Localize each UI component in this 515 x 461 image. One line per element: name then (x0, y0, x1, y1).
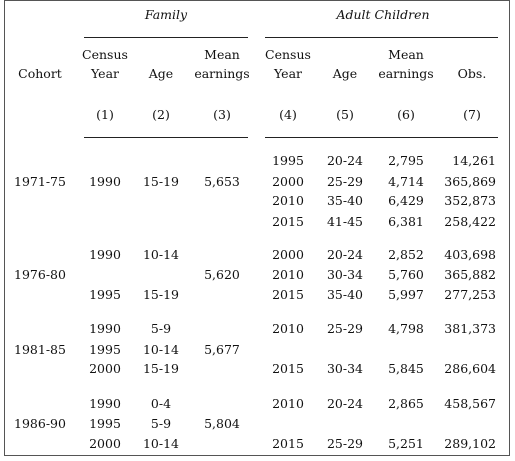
adult-year: 2015 (272, 361, 304, 376)
adult-obs: 365,882 (444, 267, 496, 282)
header-census-year-2: Year (274, 66, 302, 81)
family-year: 1995 (89, 287, 121, 302)
col-number: (7) (463, 107, 481, 122)
col-number: (4) (279, 107, 297, 122)
header-cohort: Cohort (18, 66, 62, 81)
rule-adult-children (265, 37, 498, 38)
family-mean-earnings: 5,653 (204, 174, 240, 189)
header-census-year-1: Census (265, 47, 311, 62)
adult-age: 41-45 (326, 214, 364, 229)
adult-obs: 403,698 (444, 247, 496, 262)
header-mean-earnings-1: Mean (388, 47, 424, 62)
family-mean-earnings: 5,620 (204, 267, 240, 282)
family-year: 2000 (89, 436, 121, 451)
adult-obs: 352,873 (444, 193, 496, 208)
family-age: 10-14 (142, 342, 180, 357)
col-number: (3) (213, 107, 231, 122)
adult-age: 25-29 (326, 174, 364, 189)
family-year: 1990 (89, 396, 121, 411)
adult-age: 30-34 (326, 361, 364, 376)
adult-year: 2010 (272, 396, 304, 411)
header-age: Age (332, 66, 358, 81)
adult-year: 2015 (272, 287, 304, 302)
family-mean-earnings: 5,677 (204, 342, 240, 357)
adult-mean-earnings: 5,997 (388, 287, 424, 302)
family-year: 1990 (89, 247, 121, 262)
adult-year: 2010 (272, 267, 304, 282)
header-age: Age (148, 66, 174, 81)
family-age: 15-19 (142, 361, 180, 376)
adult-mean-earnings: 4,714 (388, 174, 424, 189)
adult-year: 2010 (272, 193, 304, 208)
adult-mean-earnings: 6,429 (388, 193, 424, 208)
col-number: (6) (397, 107, 415, 122)
adult-year: 2015 (272, 214, 304, 229)
cohort-label: 1981-85 (14, 342, 66, 357)
rule-header-family (84, 137, 248, 138)
adult-age: 35-40 (326, 287, 364, 302)
family-year: 1995 (89, 342, 121, 357)
col-number: (1) (96, 107, 114, 122)
header-census-year-2: Year (91, 66, 119, 81)
col-number: (2) (152, 107, 170, 122)
adult-year: 1995 (272, 153, 304, 168)
adult-obs: 458,567 (444, 396, 496, 411)
family-year: 1990 (89, 174, 121, 189)
family-mean-earnings: 5,804 (204, 416, 240, 431)
adult-age: 25-29 (326, 321, 364, 336)
family-age: 10-14 (142, 247, 180, 262)
header-census-year-1: Census (82, 47, 128, 62)
header-mean-earnings-1: Mean (204, 47, 240, 62)
adult-obs: 277,253 (444, 287, 496, 302)
adult-year: 2000 (272, 174, 304, 189)
adult-mean-earnings: 2,795 (388, 153, 424, 168)
adult-year: 2010 (272, 321, 304, 336)
adult-obs: 289,102 (444, 436, 496, 451)
adult-obs: 14,261 (452, 153, 496, 168)
adult-age: 35-40 (326, 193, 364, 208)
adult-age: 20-24 (326, 396, 364, 411)
cohort-label: 1986-90 (14, 416, 66, 431)
adult-age: 20-24 (326, 153, 364, 168)
adult-mean-earnings: 4,798 (388, 321, 424, 336)
adult-mean-earnings: 5,845 (388, 361, 424, 376)
family-year: 2000 (89, 361, 121, 376)
header-obs: Obs. (457, 66, 487, 81)
header-mean-earnings-2: earnings (378, 66, 434, 81)
adult-mean-earnings: 2,852 (388, 247, 424, 262)
adult-age: 25-29 (326, 436, 364, 451)
rule-family (84, 37, 248, 38)
rule-header-adult-children (265, 137, 498, 138)
family-age: 10-14 (142, 436, 180, 451)
adult-mean-earnings: 6,381 (388, 214, 424, 229)
cohort-label: 1976-80 (14, 267, 66, 282)
family-age: 0-4 (150, 396, 172, 411)
adult-obs: 258,422 (444, 214, 496, 229)
adult-mean-earnings: 5,251 (388, 436, 424, 451)
adult-obs: 365,869 (444, 174, 496, 189)
family-age: 5-9 (150, 416, 172, 431)
family-year: 1990 (89, 321, 121, 336)
col-number: (5) (336, 107, 354, 122)
adult-year: 2015 (272, 436, 304, 451)
adult-age: 20-24 (326, 247, 364, 262)
family-age: 15-19 (142, 174, 180, 189)
adult-year: 2000 (272, 247, 304, 262)
family-age: 5-9 (150, 321, 172, 336)
adult-age: 30-34 (326, 267, 364, 282)
header-mean-earnings-2: earnings (194, 66, 250, 81)
adult-mean-earnings: 5,760 (388, 267, 424, 282)
adult-obs: 286,604 (444, 361, 496, 376)
adult-mean-earnings: 2,865 (388, 396, 424, 411)
family-year: 1995 (89, 416, 121, 431)
group-header-adult-children: Adult Children (336, 7, 430, 22)
adult-obs: 381,373 (444, 321, 496, 336)
group-header-family: Family (144, 7, 188, 22)
cohort-label: 1971-75 (14, 174, 66, 189)
family-age: 15-19 (142, 287, 180, 302)
table-frame (4, 0, 510, 456)
